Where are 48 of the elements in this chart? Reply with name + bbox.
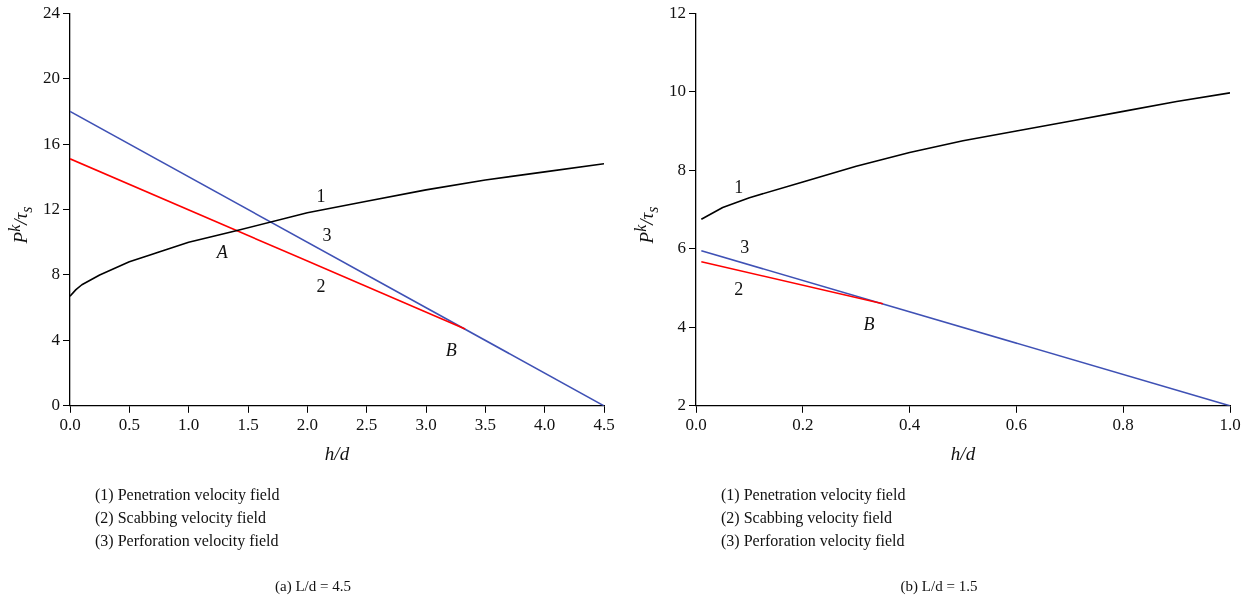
text: (1) Penetration velocity field	[95, 485, 280, 506]
text: (2) Scabbing velocity field	[721, 508, 894, 529]
y-tick-label: 2	[677, 395, 686, 415]
text: (a) L/d = 4.5	[274, 578, 352, 595]
text: (2) Scabbing velocity field	[95, 508, 268, 529]
x-tick-label: 3.0	[415, 415, 437, 435]
x-tick-label: 0.8	[1112, 415, 1134, 435]
x-tick-label: 1.5	[237, 415, 259, 435]
x-axis-title: h/d	[324, 442, 350, 464]
series-label: 2	[316, 275, 326, 296]
x-tick-label: 3.5	[474, 415, 496, 435]
y-tick-label: 12	[669, 2, 686, 22]
text: (b) L/d = 1.5	[899, 578, 979, 595]
y-tick-label: 8	[51, 264, 60, 284]
series-label: 2	[734, 279, 744, 300]
x-tick-label: 0.4	[898, 415, 921, 435]
series-label: 3	[740, 237, 750, 258]
x-tick-label: 1.0	[178, 415, 200, 435]
x-tick-label: 0.6	[1005, 415, 1028, 435]
text: (3) Perforation velocity field	[95, 531, 280, 552]
x-axis-title: h/d	[950, 442, 976, 464]
series-label: 1	[734, 177, 744, 198]
y-tick-label: 24	[43, 2, 61, 22]
annotation: A	[215, 241, 229, 262]
text: (3) Perforation velocity field	[721, 531, 906, 552]
annotation: B	[863, 314, 875, 335]
y-tick-label: 4	[677, 316, 687, 336]
x-tick-label: 0.2	[792, 415, 814, 435]
y-tick-label: 6	[677, 238, 686, 258]
y-tick-label: 20	[43, 68, 60, 88]
text: (1) Penetration velocity field	[721, 485, 906, 506]
y-tick-label: 12	[43, 198, 60, 218]
y-tick-label: 0	[51, 395, 60, 415]
x-tick-label: 0.0	[59, 415, 81, 435]
annotation: B	[445, 339, 457, 360]
series-label: 1	[316, 185, 326, 206]
series-label: 3	[322, 225, 332, 246]
y-tick-label: 16	[43, 133, 60, 153]
x-tick-label: 2.0	[296, 415, 318, 435]
x-tick-label: 4.0	[534, 415, 556, 435]
x-tick-label: 1.0	[1219, 415, 1241, 435]
x-tick-label: 0.0	[685, 415, 707, 435]
x-tick-label: 0.5	[118, 415, 140, 435]
x-tick-label: 2.5	[356, 415, 378, 435]
y-tick-label: 10	[669, 81, 686, 101]
y-tick-label: 4	[51, 329, 61, 349]
x-tick-label: 4.5	[593, 415, 615, 435]
y-tick-label: 8	[677, 159, 686, 179]
